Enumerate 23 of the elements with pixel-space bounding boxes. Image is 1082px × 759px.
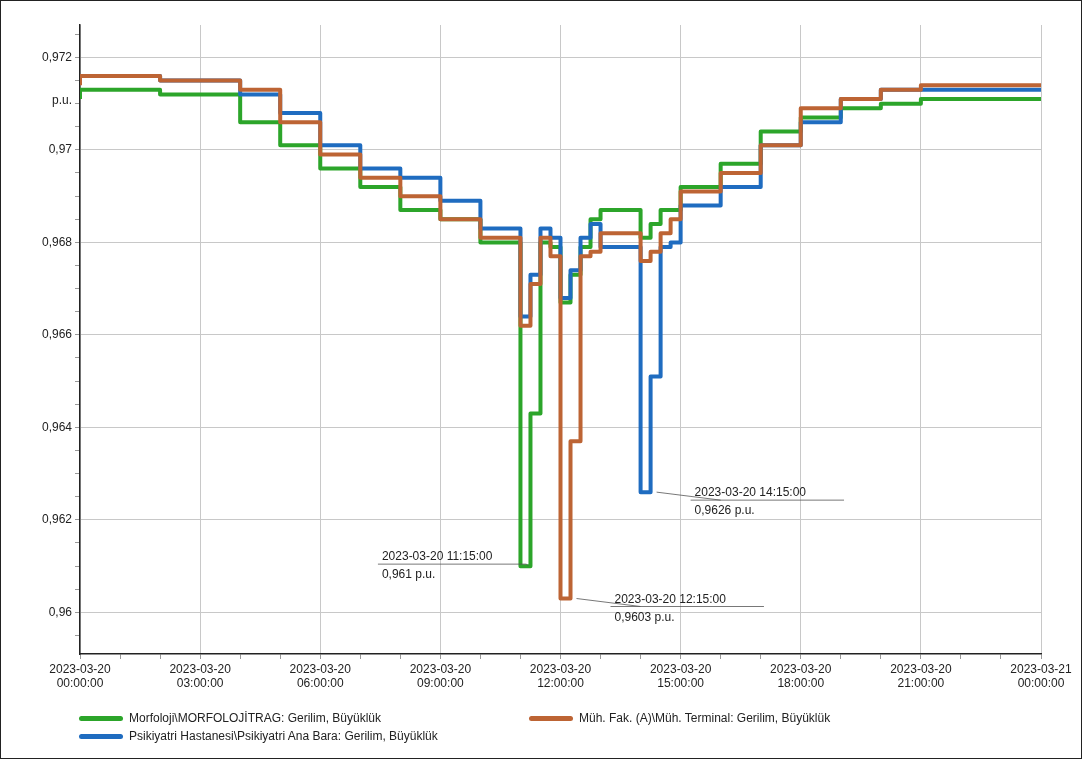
annotation: 2023-03-20 14:15:00 0,9626 p.u.	[694, 485, 807, 518]
y-axis-title: p.u.	[51, 93, 72, 108]
x-tick-label: 2023-03-20 12:00:00	[529, 661, 592, 690]
x-tick-label: 2023-03-20 21:00:00	[890, 661, 952, 690]
legend-label: Morfoloji\MORFOLOJİTRAG: Gerilim, Büyüklük	[129, 711, 382, 725]
x-tick-label: 2023-03-20 06:00:00	[289, 661, 352, 690]
y-tick-label: 0,966	[41, 327, 73, 342]
legend-label: Psikiyatri Hastanesi\Psikiyatri Ana Bara: Gerilim, Büyüklük	[129, 729, 438, 743]
y-tick-label: 0,97	[48, 142, 73, 157]
y-tick-label: 0,964	[41, 419, 73, 434]
annotation: 2023-03-20 12:15:00 0,9603 p.u.	[614, 591, 727, 624]
x-tick-label: 2023-03-20 03:00:00	[169, 661, 232, 690]
legend-label: Müh. Fak. (A)\Müh. Terminal: Gerilim, Büyüklük	[579, 711, 831, 725]
y-tick-label: 0,962	[41, 512, 73, 527]
x-tick-label: 2023-03-20 00:00:00	[49, 661, 112, 690]
x-tick-label: 2023-03-20 15:00:00	[649, 661, 712, 690]
y-tick-label: 0,96	[48, 604, 73, 619]
x-tick-label: 2023-03-21 00:00:00	[1010, 661, 1073, 690]
y-tick-label: 0,968	[41, 234, 73, 249]
y-tick-label: 0,972	[41, 49, 73, 64]
x-tick-label: 2023-03-20 18:00:00	[770, 661, 832, 690]
annotation: 2023-03-20 11:15:00 0,961 p.u.	[381, 549, 493, 582]
x-tick-label: 2023-03-20 09:00:00	[409, 661, 472, 690]
